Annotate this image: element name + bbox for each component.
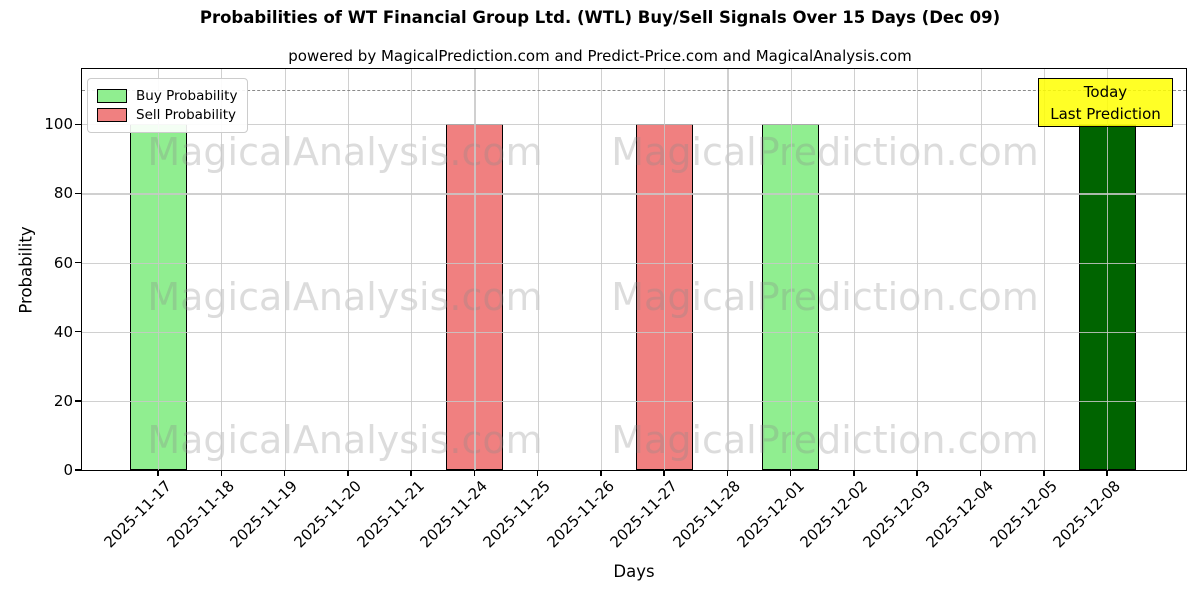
y-tick-label: 100 (44, 115, 73, 134)
y-tick-label: 40 (53, 322, 73, 341)
horizontal-gridline (82, 331, 1186, 333)
legend-item: Sell Probability (97, 107, 237, 123)
chart-title: Probabilities of WT Financial Group Ltd.… (199, 8, 1001, 27)
x-axis-title: Days (613, 562, 655, 581)
x-tick (1106, 470, 1108, 476)
watermark-text: MagicalPrediction.com (611, 275, 1039, 319)
vertical-gridline (917, 69, 919, 470)
x-tick-label: 2025-12-02 (796, 477, 871, 552)
x-tick (157, 470, 159, 476)
vertical-gridline (790, 69, 792, 470)
x-tick (600, 470, 602, 476)
x-tick-label: 2025-12-05 (986, 477, 1061, 552)
today-last-prediction-annotation: Today Last Prediction (1038, 78, 1173, 127)
x-tick (1043, 470, 1045, 476)
y-tick-label: 60 (53, 253, 73, 272)
y-tick (75, 123, 81, 126)
x-tick (283, 470, 286, 476)
vertical-gridline (158, 69, 160, 470)
x-tick-label: 2025-11-21 (353, 477, 428, 552)
watermark-text: MagicalAnalysis.com (147, 418, 543, 462)
annotation-line: Today (1083, 83, 1128, 101)
vertical-gridline (347, 69, 349, 470)
x-tick-label: 2025-11-25 (479, 477, 555, 552)
horizontal-gridline (82, 124, 1186, 126)
x-tick-label: 2025-12-03 (859, 477, 934, 552)
x-tick-label: 2025-12-04 (922, 477, 998, 552)
y-tick (75, 192, 81, 195)
x-tick-label: 2025-12-01 (733, 477, 808, 552)
legend: Buy Probability Sell Probability (87, 78, 249, 133)
y-tick (75, 261, 81, 264)
vertical-gridline (600, 69, 603, 470)
x-tick (220, 470, 223, 476)
y-tick-label: 20 (53, 391, 73, 410)
y-tick (75, 469, 81, 471)
horizontal-gridline (82, 400, 1186, 403)
x-tick (916, 470, 918, 476)
plot-area: Buy Probability Sell Probability Today Las… (81, 68, 1187, 471)
x-tick-label: 2025-11-19 (226, 477, 302, 552)
dashed-threshold-line (82, 89, 1186, 91)
vertical-gridline (537, 69, 539, 470)
x-tick (663, 470, 665, 476)
x-tick (536, 470, 539, 476)
x-tick (410, 470, 412, 476)
x-tick-label: 2025-11-20 (290, 477, 365, 552)
horizontal-gridline (82, 193, 1186, 195)
watermark-text: MagicalAnalysis.com (147, 130, 543, 174)
watermark-text: MagicalPrediction.com (611, 130, 1039, 174)
watermark-text: MagicalPrediction.com (611, 418, 1039, 462)
horizontal-gridline (82, 262, 1186, 264)
vertical-gridline (221, 69, 223, 470)
vertical-gridline (727, 69, 729, 470)
legend-label: Buy Probability (136, 88, 238, 104)
y-tick-label: 0 (63, 461, 73, 479)
legend-label: Sell Probability (136, 107, 237, 123)
vertical-gridline (980, 69, 982, 470)
chart-subtitle: powered by MagicalPrediction.com and Pre… (288, 47, 912, 65)
x-tick-label: 2025-11-28 (669, 477, 745, 552)
vertical-gridline (853, 69, 856, 470)
vertical-gridline (284, 69, 286, 470)
vertical-gridline (411, 69, 413, 470)
legend-swatch (97, 89, 127, 103)
y-tick-label: 80 (53, 184, 73, 203)
vertical-gridline (1043, 69, 1045, 470)
x-tick (347, 470, 349, 476)
x-tick (789, 470, 792, 476)
vertical-gridline (474, 69, 476, 470)
x-tick-label: 2025-11-26 (543, 477, 618, 552)
x-tick-label: 2025-11-17 (100, 477, 175, 552)
legend-item: Buy Probability (97, 88, 237, 104)
vertical-gridline (1107, 69, 1109, 470)
x-tick-label: 2025-11-18 (163, 477, 238, 552)
x-tick (853, 470, 855, 476)
x-tick (473, 470, 476, 476)
y-tick (75, 330, 81, 333)
legend-swatch (97, 108, 127, 122)
x-tick-label: 2025-11-27 (606, 477, 681, 552)
watermark-text: MagicalAnalysis.com (147, 275, 543, 319)
annotation-line: Last Prediction (1050, 105, 1161, 123)
x-tick (726, 470, 729, 476)
x-tick-label: 2025-12-08 (1049, 477, 1124, 552)
vertical-gridline (664, 69, 666, 470)
x-tick-label: 2025-11-24 (416, 477, 492, 552)
x-tick (979, 470, 982, 476)
y-tick (75, 400, 81, 402)
